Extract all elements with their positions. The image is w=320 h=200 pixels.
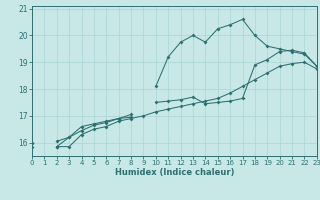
X-axis label: Humidex (Indice chaleur): Humidex (Indice chaleur) <box>115 168 234 177</box>
